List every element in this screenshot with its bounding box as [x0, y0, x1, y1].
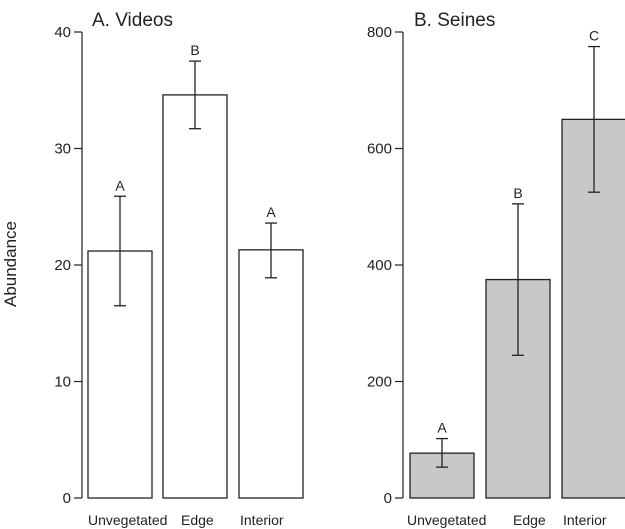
x-tick-label: Unvegetated — [407, 512, 486, 528]
significance-label: C — [589, 28, 599, 44]
x-tick-label: Edge — [181, 512, 214, 528]
significance-label: A — [437, 420, 447, 436]
x-tick-label: Edge — [513, 512, 546, 528]
panel-seines: B. Seines 0 200 400 600 800 A Unvegetated B Edge C… — [367, 10, 625, 528]
y-tick-label: 200 — [367, 374, 392, 391]
bar-edge — [162, 94, 228, 499]
significance-label: B — [513, 185, 522, 201]
y-tick-label: 40 — [54, 24, 71, 41]
significance-label: A — [266, 204, 276, 220]
y-tick-label: 10 — [54, 374, 71, 391]
bar-interior — [238, 249, 304, 499]
y-tick-label: 20 — [54, 257, 71, 274]
panel-title: A. Videos — [92, 10, 173, 31]
y-tick-label: 0 — [63, 490, 71, 507]
y-tick-label: 0 — [384, 490, 392, 507]
x-tick-label: Interior — [240, 512, 284, 528]
y-tick-label: 30 — [54, 141, 71, 158]
y-axis-title: Abundance — [1, 221, 20, 307]
x-tick-label: Unvegetated — [88, 512, 167, 528]
significance-label: A — [115, 177, 125, 193]
significance-label: B — [190, 42, 199, 58]
y-tick-label: 400 — [367, 257, 392, 274]
panel-title: B. Seines — [414, 10, 495, 31]
y-tick-label: 600 — [367, 141, 392, 158]
y-tick-label: 800 — [367, 24, 392, 41]
panel-videos: A. Videos 0 10 20 30 40 A Unvegetated B Edge A Inte… — [54, 10, 304, 528]
x-tick-label: Interior — [563, 512, 607, 528]
